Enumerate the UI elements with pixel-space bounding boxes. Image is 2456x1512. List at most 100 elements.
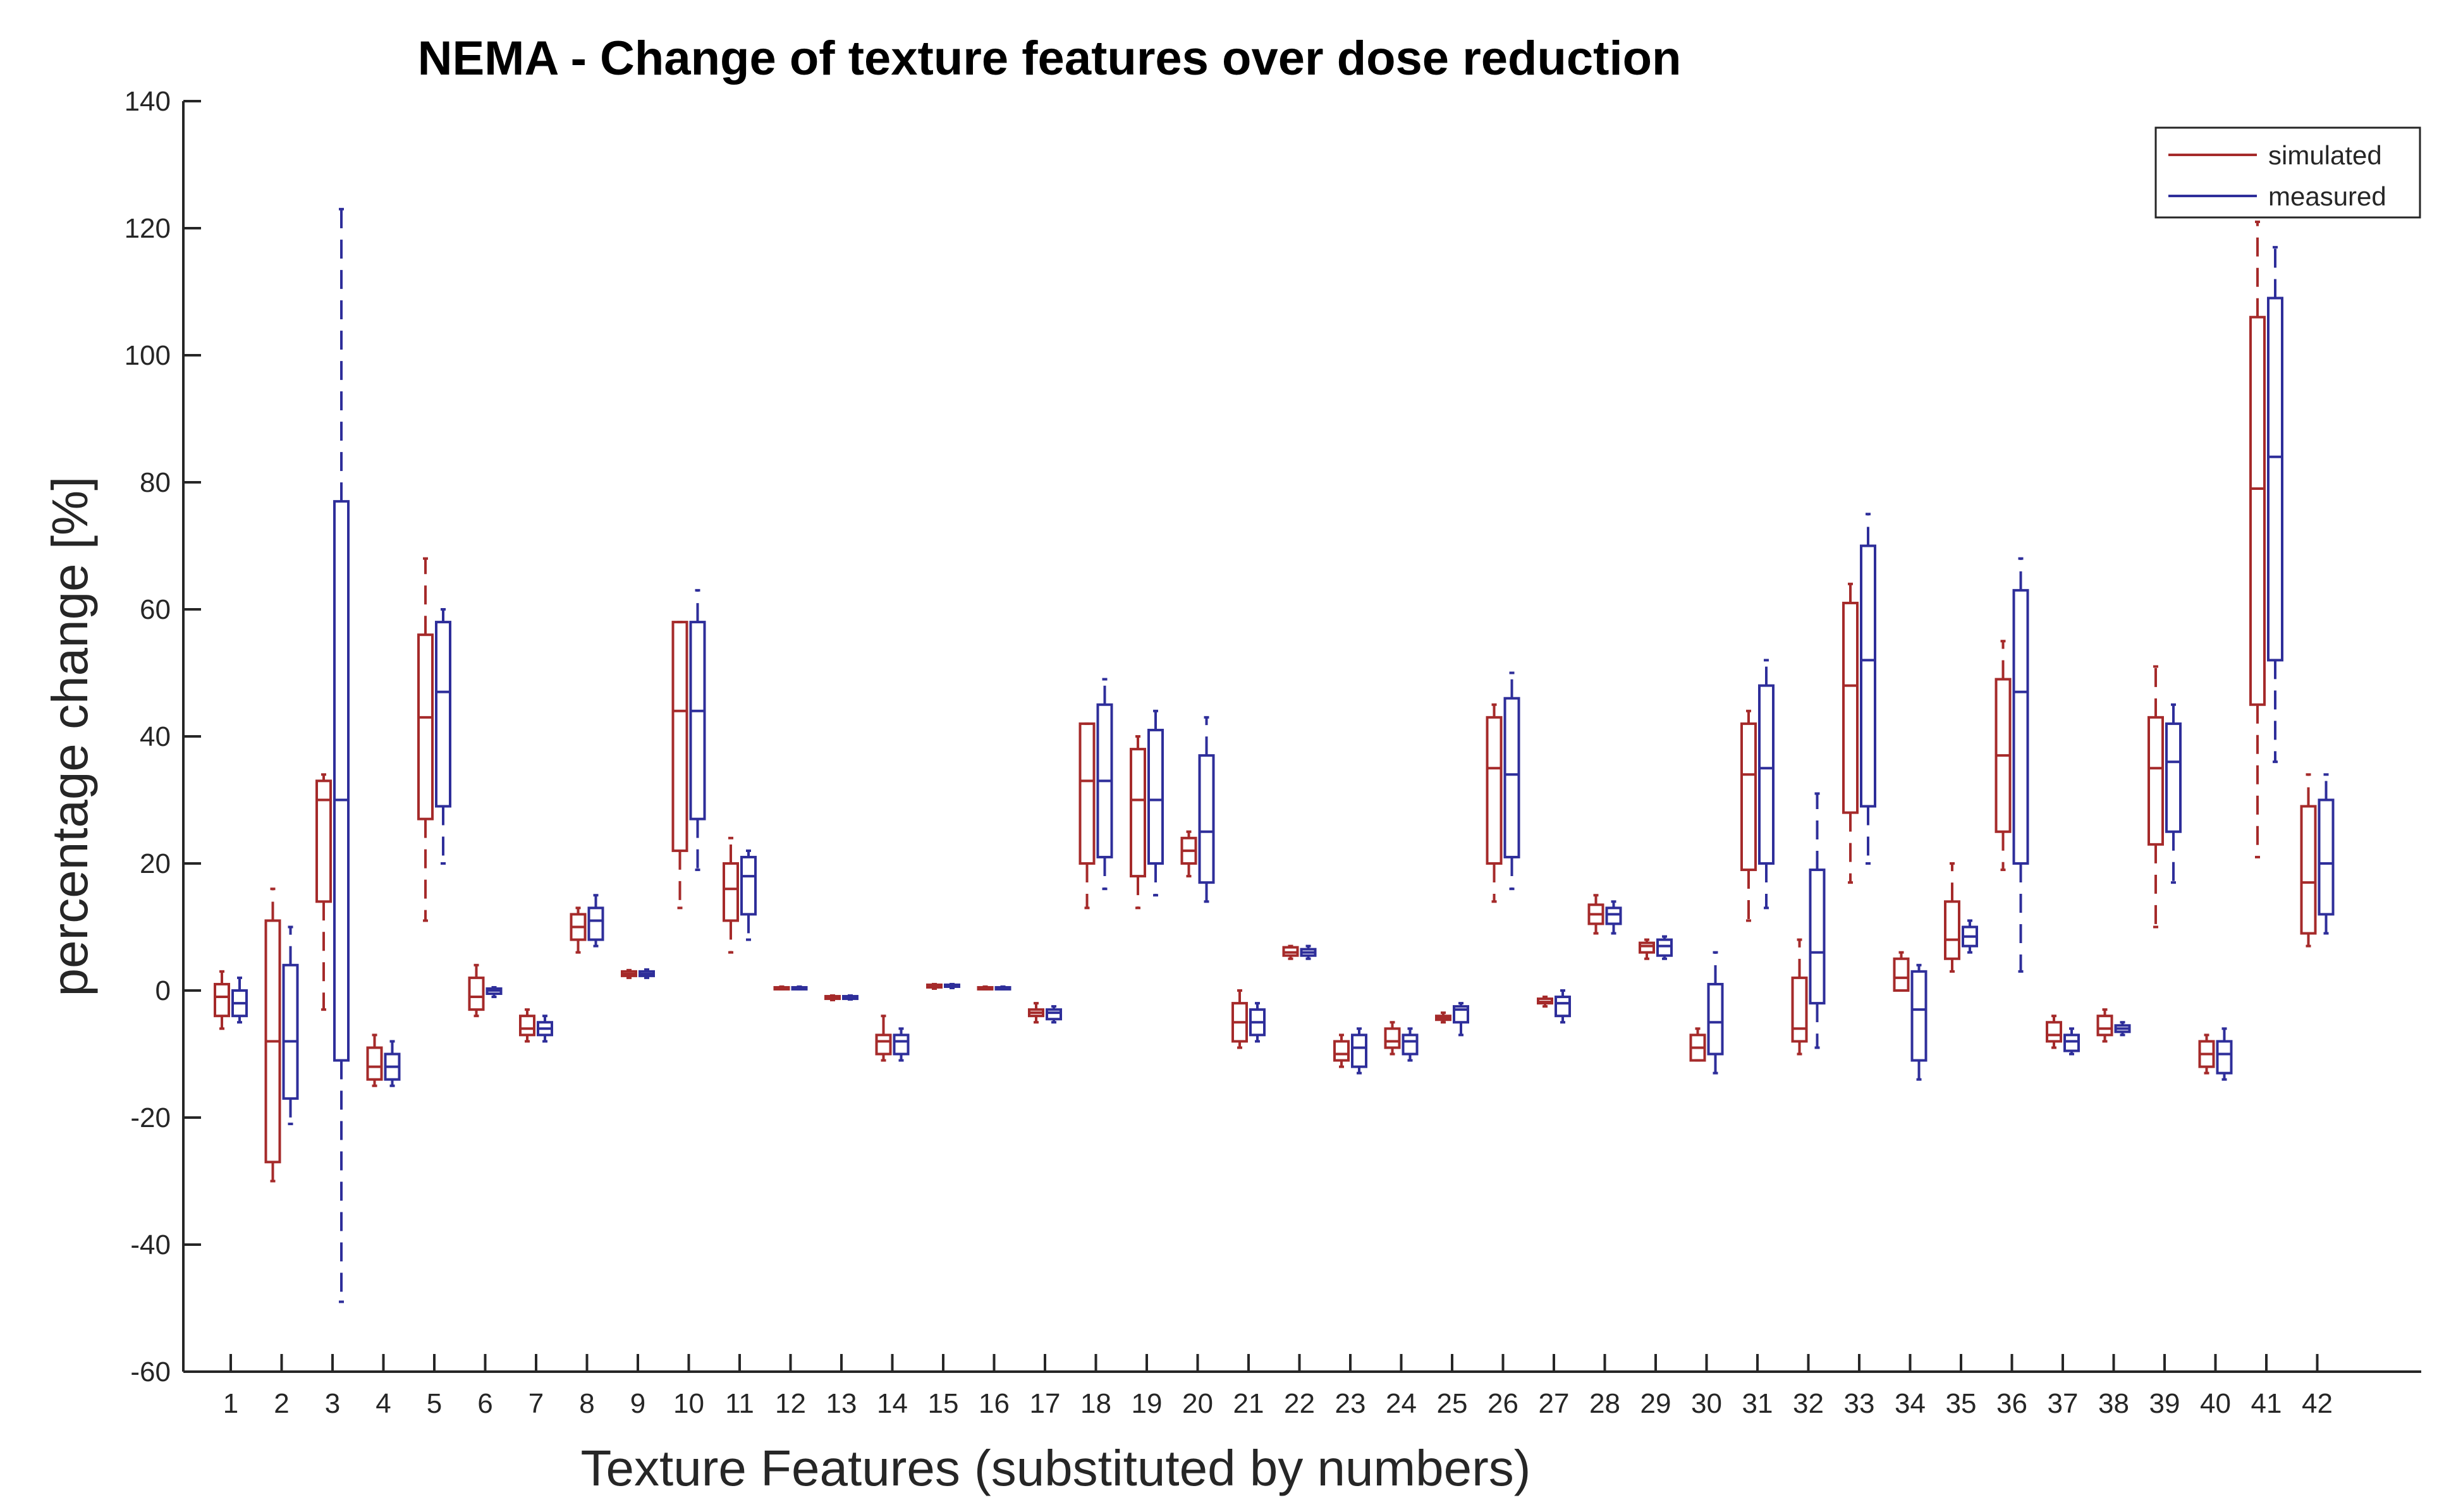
simulated-box-32 (1791, 938, 1808, 1056)
x-tick-label: 2 (274, 1388, 289, 1419)
measured-box-26 (1503, 671, 1520, 891)
x-tick-label: 39 (2149, 1388, 2180, 1419)
legend-measured-label: measured (2268, 181, 2386, 211)
y-tick-label: 20 (140, 848, 171, 879)
y-tick-label: 40 (140, 721, 171, 752)
x-tick-label: 7 (528, 1388, 544, 1419)
simulated-box-body (1078, 722, 1096, 865)
chart-title: NEMA - Change of texture features over d… (418, 32, 1682, 85)
x-tick-label: 10 (673, 1388, 704, 1419)
y-tick-label: 60 (140, 594, 171, 625)
measured-box-35 (1962, 919, 1978, 954)
measured-box-body (1046, 1008, 1062, 1021)
measured-box-body (1910, 970, 1928, 1062)
simulated-box-16 (977, 985, 994, 991)
measured-box-19 (1147, 709, 1164, 897)
x-tick-label: 33 (1844, 1388, 1875, 1419)
x-tick-label: 5 (427, 1388, 442, 1419)
simulated-box-41 (2249, 220, 2266, 858)
x-tick-label: 32 (1793, 1388, 1824, 1419)
x-tick-label: 18 (1080, 1388, 1111, 1419)
y-tick-label: 140 (125, 86, 171, 117)
measured-box-body (1147, 728, 1164, 865)
measured-box-12 (791, 985, 808, 991)
x-tick-label: 11 (725, 1388, 754, 1419)
measured-box-body (689, 621, 706, 820)
measured-box-14 (893, 1027, 910, 1062)
x-tick-label: 15 (928, 1388, 959, 1419)
measured-box-body (1453, 1005, 1469, 1024)
x-tick-label: 40 (2200, 1388, 2231, 1419)
measured-box-body (1198, 754, 1215, 884)
simulated-box-22 (1282, 944, 1299, 960)
measured-box-11 (740, 849, 757, 941)
x-tick-label: 41 (2251, 1388, 2282, 1419)
x-tick-label: 12 (775, 1388, 806, 1419)
simulated-box-28 (1587, 894, 1604, 935)
simulated-box-body (1384, 1027, 1401, 1049)
y-tick-label: 100 (125, 340, 171, 371)
measured-box-body (2216, 1040, 2233, 1075)
measured-box-body (2318, 798, 2335, 916)
measured-box-42 (2318, 773, 2335, 935)
axes (182, 101, 2421, 1373)
simulated-box-19 (1130, 735, 1146, 910)
simulated-box-40 (2198, 1033, 2215, 1075)
x-tick-label: 28 (1589, 1388, 1620, 1419)
measured-box-34 (1910, 963, 1928, 1081)
measured-box-10 (689, 588, 706, 872)
simulated-box-24 (1384, 1021, 1401, 1056)
x-tick-label: 26 (1488, 1388, 1518, 1419)
simulated-box-body (875, 1033, 892, 1056)
measured-box-24 (1402, 1027, 1419, 1062)
y-tick-label: -20 (130, 1102, 171, 1133)
x-tick-label: 24 (1386, 1388, 1417, 1419)
measured-box-20 (1198, 716, 1215, 903)
measured-box-body (435, 621, 451, 808)
legend: simulated measured (2154, 126, 2421, 219)
simulated-box-29 (1639, 938, 1655, 960)
simulated-box-15 (926, 982, 943, 990)
measured-box-38 (2114, 1021, 2131, 1037)
simulated-box-10 (671, 621, 688, 910)
measured-box-37 (2063, 1027, 2080, 1056)
x-tick-label: 16 (979, 1388, 1010, 1419)
simulated-box-3 (315, 773, 332, 1011)
simulated-box-42 (2300, 773, 2317, 948)
measured-box-4 (384, 1040, 401, 1087)
simulated-box-35 (1944, 862, 1960, 973)
simulated-box-body (1842, 601, 1859, 814)
simulated-box-7 (519, 1008, 535, 1043)
x-tick-label: 31 (1742, 1388, 1773, 1419)
measured-box-1 (231, 976, 248, 1024)
simulated-box-body (1740, 722, 1757, 872)
simulated-box-body (2147, 716, 2164, 846)
measured-box-body (282, 963, 299, 1100)
measured-box-18 (1096, 678, 1113, 891)
measured-box-body (333, 500, 350, 1062)
simulated-box-23 (1333, 1033, 1350, 1068)
measured-box-33 (1860, 513, 1876, 865)
measured-box-25 (1453, 1002, 1469, 1037)
measured-box-32 (1809, 792, 1826, 1049)
simulated-box-21 (1231, 989, 1248, 1049)
x-tick-label: 20 (1182, 1388, 1213, 1419)
measured-box-15 (944, 982, 960, 989)
x-tick-label: 6 (477, 1388, 492, 1419)
measured-box-9 (638, 968, 655, 979)
measured-box-body (2063, 1033, 2080, 1052)
measured-box-body (2267, 296, 2283, 662)
simulated-box-body (214, 982, 230, 1018)
simulated-box-body (671, 621, 688, 852)
simulated-box-38 (2096, 1008, 2113, 1043)
x-tick-label: 36 (1996, 1388, 2027, 1419)
simulated-box-26 (1486, 703, 1503, 903)
measured-box-body (1555, 996, 1571, 1018)
simulated-box-33 (1842, 582, 1859, 884)
measured-box-13 (842, 994, 858, 1001)
y-tick-label: 0 (156, 975, 171, 1006)
measured-box-body (2012, 588, 2029, 865)
x-tick-label: 4 (376, 1388, 391, 1419)
legend-simulated-label: simulated (2268, 140, 2382, 170)
simulated-box-body (2046, 1021, 2062, 1043)
